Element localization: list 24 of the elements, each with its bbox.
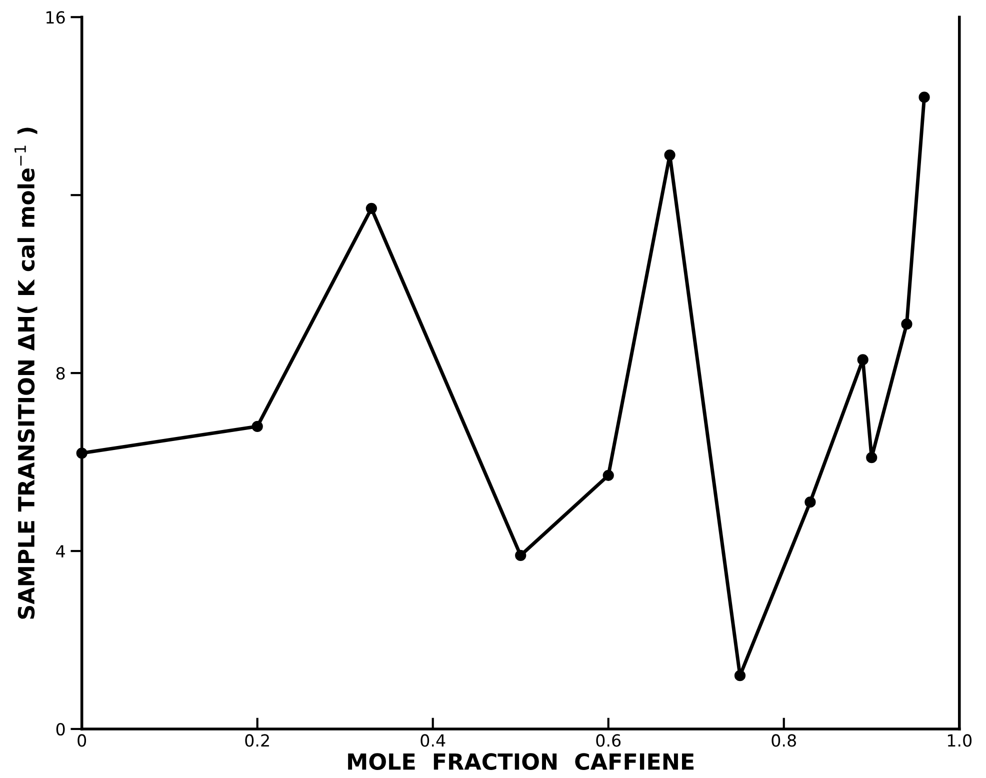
point	[664, 149, 676, 161]
point	[515, 550, 526, 562]
point	[866, 452, 878, 464]
x-tick-label: 0.4	[420, 734, 446, 747]
point	[918, 92, 930, 103]
y-tick-label: 4	[56, 545, 65, 558]
y-tick-label: 16	[46, 11, 65, 24]
point	[252, 420, 263, 432]
x-axis-title: MOLE FRACTION CAFFIENE	[348, 753, 694, 770]
point	[901, 318, 912, 330]
point	[734, 670, 746, 682]
x-tick-label: 1.0	[948, 734, 972, 747]
point	[857, 354, 868, 366]
x-tick-label: 0.6	[596, 734, 621, 747]
y-tick-label: 8	[56, 367, 65, 380]
y-tick-label: 0	[56, 722, 65, 736]
point	[602, 470, 614, 481]
x-tick-label: 0.2	[245, 734, 269, 747]
point	[366, 202, 377, 214]
x-tick-label: 0.8	[772, 734, 796, 747]
x-tick-label: 0	[78, 734, 86, 747]
point	[804, 496, 816, 508]
point	[76, 448, 88, 459]
y-axis-title: SAMPLE TRANSITION ΔH( K cal mole$^{−1}$ )	[14, 128, 38, 619]
